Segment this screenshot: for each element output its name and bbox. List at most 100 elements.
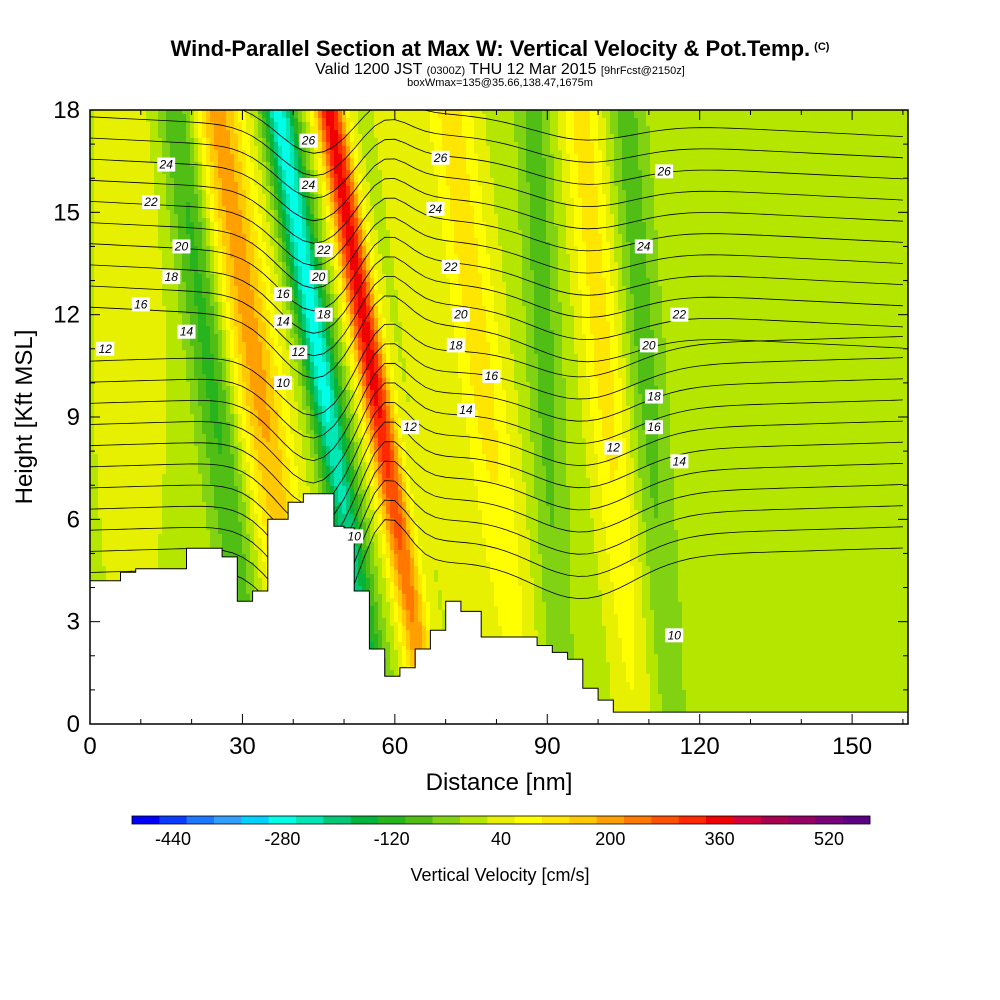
velocity-cell <box>778 186 783 191</box>
velocity-cell <box>838 126 843 131</box>
velocity-cell <box>786 178 791 183</box>
velocity-cell <box>94 170 99 175</box>
velocity-cell <box>690 166 695 171</box>
velocity-cell <box>554 166 559 171</box>
velocity-cell <box>454 146 459 151</box>
velocity-cell <box>170 198 175 203</box>
velocity-cell <box>830 190 835 195</box>
velocity-cell <box>362 166 367 171</box>
velocity-cell <box>570 194 575 199</box>
velocity-cell <box>198 138 203 143</box>
velocity-cell <box>318 162 323 167</box>
velocity-cell <box>482 174 487 179</box>
velocity-cell <box>750 122 755 127</box>
velocity-cell <box>634 170 639 175</box>
velocity-cell <box>630 150 635 155</box>
velocity-cell <box>694 182 699 187</box>
velocity-cell <box>898 174 903 179</box>
velocity-cell <box>550 202 555 207</box>
velocity-cell <box>282 118 287 123</box>
velocity-cell <box>366 146 371 151</box>
velocity-cell <box>214 126 219 131</box>
velocity-cell <box>678 166 683 171</box>
velocity-cell <box>258 134 263 139</box>
velocity-cell <box>142 150 147 155</box>
velocity-cell <box>230 154 235 159</box>
velocity-cell <box>514 162 519 167</box>
velocity-cell <box>774 118 779 123</box>
velocity-cell <box>726 182 731 187</box>
velocity-cell <box>706 162 711 167</box>
velocity-cell <box>822 126 827 131</box>
velocity-cell <box>606 126 611 131</box>
velocity-cell <box>514 158 519 163</box>
velocity-cell <box>838 186 843 191</box>
velocity-cell <box>666 198 671 203</box>
velocity-cell <box>722 186 727 191</box>
velocity-cell <box>118 146 123 151</box>
velocity-cell <box>634 190 639 195</box>
velocity-cell <box>758 178 763 183</box>
velocity-cell <box>526 174 531 179</box>
velocity-cell <box>378 154 383 159</box>
velocity-cell <box>390 162 395 167</box>
velocity-cell <box>494 170 499 175</box>
velocity-cell <box>614 118 619 123</box>
velocity-cell <box>902 170 907 175</box>
velocity-cell <box>610 118 615 123</box>
velocity-cell <box>146 146 151 151</box>
velocity-cell <box>802 158 807 163</box>
velocity-cell <box>422 142 427 147</box>
velocity-cell <box>630 138 635 143</box>
velocity-cell <box>426 174 431 179</box>
velocity-cell <box>478 134 483 139</box>
velocity-cell <box>634 114 639 119</box>
velocity-cell <box>170 118 175 123</box>
velocity-cell <box>698 146 703 151</box>
velocity-cell <box>606 118 611 123</box>
velocity-cell <box>398 182 403 187</box>
velocity-cell <box>650 146 655 151</box>
velocity-cell <box>262 198 267 203</box>
velocity-cell <box>830 170 835 175</box>
velocity-cell <box>206 114 211 119</box>
velocity-cell <box>242 190 247 195</box>
velocity-cell <box>274 118 279 123</box>
velocity-cell <box>194 134 199 139</box>
velocity-cell <box>102 162 107 167</box>
velocity-cell <box>334 194 339 199</box>
velocity-cell <box>494 122 499 127</box>
velocity-cell <box>110 182 115 187</box>
velocity-cell <box>626 118 631 123</box>
velocity-cell <box>386 138 391 143</box>
velocity-cell <box>742 186 747 191</box>
velocity-cell <box>474 130 479 135</box>
velocity-cell <box>798 190 803 195</box>
velocity-cell <box>390 142 395 147</box>
velocity-cell <box>234 138 239 143</box>
velocity-cell <box>218 178 223 183</box>
velocity-cell <box>746 162 751 167</box>
velocity-cell <box>858 130 863 135</box>
velocity-cell <box>702 194 707 199</box>
velocity-cell <box>342 126 347 131</box>
velocity-cell <box>886 158 891 163</box>
velocity-cell <box>222 174 227 179</box>
velocity-cell <box>846 178 851 183</box>
velocity-cell <box>598 162 603 167</box>
velocity-cell <box>506 154 511 159</box>
velocity-cell <box>310 158 315 163</box>
velocity-cell <box>894 118 899 123</box>
velocity-cell <box>414 142 419 147</box>
velocity-cell <box>670 190 675 195</box>
velocity-cell <box>594 154 599 159</box>
velocity-cell <box>658 198 663 203</box>
velocity-cell <box>454 154 459 159</box>
velocity-cell <box>282 142 287 147</box>
velocity-cell <box>326 186 331 191</box>
velocity-cell <box>334 158 339 163</box>
velocity-cell <box>718 122 723 127</box>
velocity-cell <box>366 182 371 187</box>
velocity-cell <box>774 162 779 167</box>
velocity-cell <box>362 202 367 207</box>
